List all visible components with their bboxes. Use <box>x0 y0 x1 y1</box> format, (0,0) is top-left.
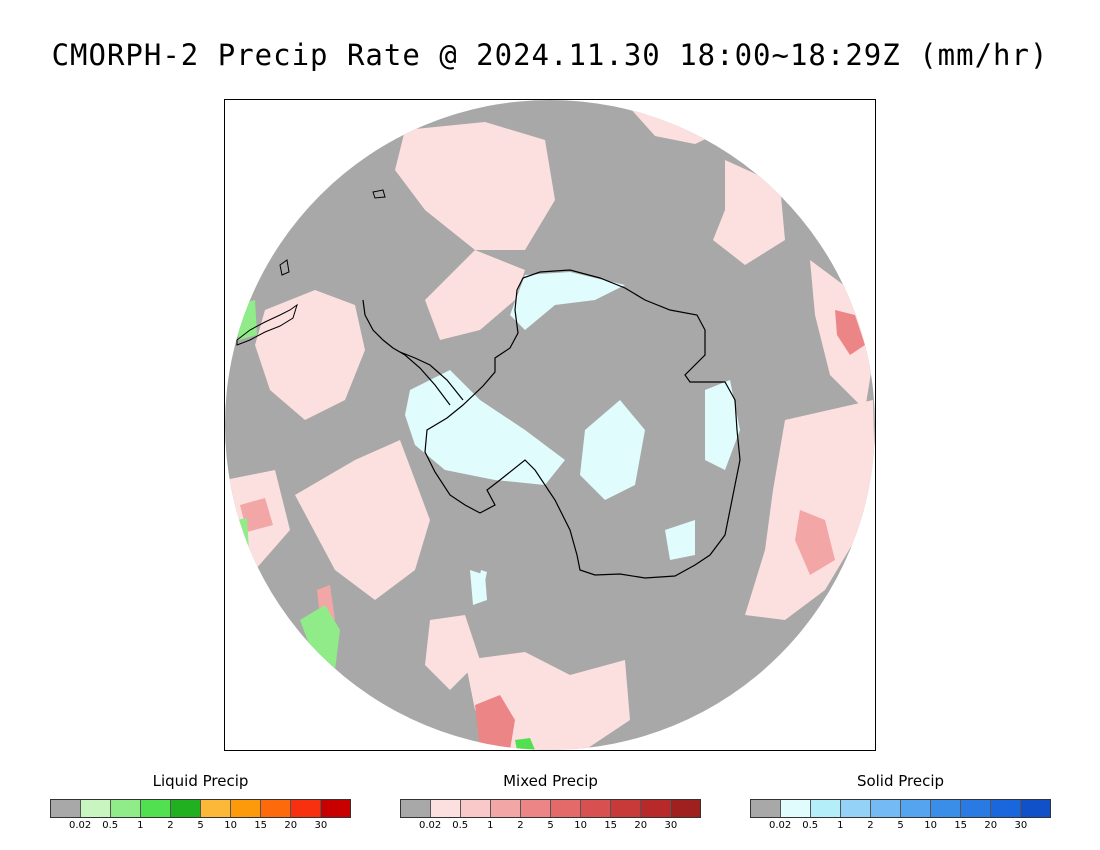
legend-swatch <box>811 800 841 817</box>
antarctic-peninsula-coastline <box>362 299 451 406</box>
legend-tick-labels: 0.02 0.5 1 2 5 10 15 20 30 <box>750 820 1051 834</box>
legend-swatch <box>431 800 461 817</box>
solid-precip-area <box>705 380 740 470</box>
legend-swatch <box>521 800 551 817</box>
legend-tick-label: 30 <box>1014 820 1028 831</box>
legend-swatch <box>671 800 700 817</box>
legend-swatch <box>901 800 931 817</box>
precip-field <box>225 108 875 750</box>
legend-tick-label: 0.02 <box>68 820 92 831</box>
legend-swatch <box>871 800 901 817</box>
legend-tick-label: 0.02 <box>418 820 442 831</box>
legend-swatch <box>141 800 171 817</box>
legend-tick-label: 0.02 <box>768 820 792 831</box>
legend-title: Solid Precip <box>856 772 945 790</box>
legend-swatch <box>551 800 581 817</box>
legend-tick-label: 30 <box>314 820 328 831</box>
legend-tick-label: 30 <box>664 820 678 831</box>
liquid-precip-area <box>300 605 340 670</box>
legend-tick-label: 2 <box>517 820 524 831</box>
legend-mixed-precip: Mixed Precip 0.02 0.5 1 2 5 10 15 20 30 <box>400 772 701 834</box>
mixed-precip-moderate <box>835 310 865 355</box>
legend-swatch <box>1021 800 1050 817</box>
mixed-precip-area <box>425 615 480 690</box>
mixed-precip-area <box>425 250 525 340</box>
legend-swatch <box>781 800 811 817</box>
solid-precip-area <box>580 400 645 500</box>
legend-swatch <box>261 800 291 817</box>
legend-tick-label: 1 <box>837 820 844 831</box>
legend-tick-label: 2 <box>867 820 874 831</box>
legend-tick-label: 20 <box>284 820 298 831</box>
mixed-precip-area <box>395 122 555 250</box>
liquid-precip-area <box>237 518 249 552</box>
legend-swatch <box>291 800 321 817</box>
antarctic-peninsula-coastline <box>399 351 464 401</box>
legend-swatch <box>931 800 961 817</box>
legend-swatch <box>231 800 261 817</box>
south-america-coastline <box>236 303 298 346</box>
legend-swatch <box>321 800 350 817</box>
legend-tick-label: 10 <box>574 820 587 831</box>
legend-swatch <box>841 800 871 817</box>
legend-tick-label: 15 <box>254 820 268 831</box>
mixed-precip-moderate <box>475 695 515 750</box>
mixed-precip-area <box>295 440 430 600</box>
legend-swatch <box>751 800 781 817</box>
legend-tick-label: 20 <box>984 820 998 831</box>
legend-tick-labels: 0.02 0.5 1 2 5 10 15 20 30 <box>400 820 701 834</box>
legend-swatch <box>961 800 991 817</box>
mixed-precip-area <box>713 160 785 265</box>
solid-precip-area <box>665 520 695 560</box>
legend-swatch <box>611 800 641 817</box>
legend-color-bar <box>50 799 351 818</box>
legend-tick-label: 5 <box>897 820 904 831</box>
legend-color-bar <box>750 799 1051 818</box>
island-outline <box>279 259 290 276</box>
legend-swatch <box>461 800 491 817</box>
polar-map <box>225 100 875 750</box>
legend-liquid-precip: Liquid Precip 0.02 0.5 1 2 5 10 15 20 30 <box>50 772 351 834</box>
legend-tick-label: 1 <box>487 820 494 831</box>
mixed-precip-moderate <box>240 498 273 532</box>
page-title: CMORPH-2 Precip Rate @ 2024.11.30 18:00~… <box>51 38 1049 72</box>
solid-precip-area <box>510 272 625 330</box>
legend-swatch <box>641 800 671 817</box>
map-panel <box>224 99 876 751</box>
antarctica-coastline <box>424 269 741 579</box>
legend-color-bar <box>400 799 701 818</box>
legend-tick-label: 1 <box>137 820 144 831</box>
legend-tick-label: 10 <box>224 820 237 831</box>
legend-swatch <box>401 800 431 817</box>
legend-tick-label: 0.5 <box>452 820 469 831</box>
legend-tick-label: 5 <box>547 820 554 831</box>
legend-swatch <box>111 800 141 817</box>
legend-tick-label: 10 <box>924 820 937 831</box>
mixed-precip-area <box>255 290 365 420</box>
legend-swatch <box>491 800 521 817</box>
island-outline <box>372 189 386 199</box>
legend-tick-label: 15 <box>604 820 618 831</box>
legend-swatch <box>51 800 81 817</box>
legend-swatch <box>991 800 1021 817</box>
legend-tick-label: 0.5 <box>102 820 119 831</box>
mixed-precip-area <box>745 400 875 620</box>
legend-swatch <box>201 800 231 817</box>
legend-tick-label: 15 <box>954 820 968 831</box>
legend-solid-precip: Solid Precip 0.02 0.5 1 2 5 10 15 20 30 <box>750 772 1051 834</box>
solid-precip-area <box>477 570 487 590</box>
legend-tick-label: 20 <box>634 820 648 831</box>
legend-tick-label: 0.5 <box>802 820 819 831</box>
legend-title: Mixed Precip <box>503 772 598 790</box>
legend-swatch <box>81 800 111 817</box>
legend-swatch <box>581 800 611 817</box>
legend-title: Liquid Precip <box>152 772 249 790</box>
legend-tick-labels: 0.02 0.5 1 2 5 10 15 20 30 <box>50 820 351 834</box>
mixed-precip-moderate <box>795 510 835 575</box>
legend-swatch <box>171 800 201 817</box>
liquid-precip-area <box>515 738 535 750</box>
legend-tick-label: 2 <box>167 820 174 831</box>
legend-tick-label: 5 <box>197 820 204 831</box>
